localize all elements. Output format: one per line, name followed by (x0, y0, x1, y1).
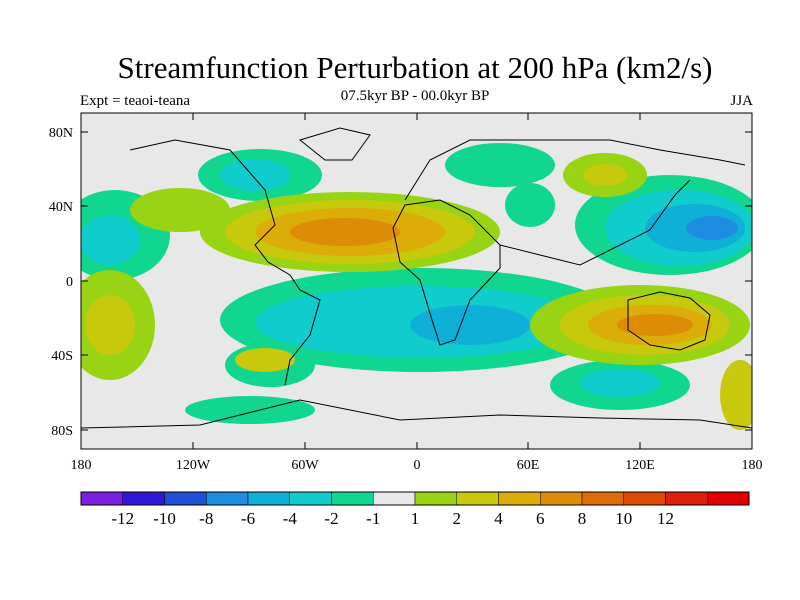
colorbar-label: -10 (153, 509, 176, 528)
colorbar-swatch (289, 491, 332, 506)
colorbar-label: 6 (536, 509, 545, 528)
anomaly-atlantic-core (290, 218, 400, 246)
colorbar: -12 -10 -8 -6 -4 -2 -1 1 2 4 6 8 10 12 (80, 491, 750, 528)
colorbar-swatch (80, 491, 123, 506)
anomaly-siberia-core (583, 164, 627, 186)
colorbar-swatch (164, 491, 207, 506)
colorbar-swatch (498, 491, 541, 506)
anomaly-southern-ocean (185, 396, 315, 424)
lon-label: 60E (517, 458, 540, 473)
colorbar-swatch (623, 491, 666, 506)
coastline-americas (129, 139, 321, 386)
colorbar-label: -4 (283, 509, 298, 528)
lon-label: 180 (71, 458, 92, 473)
anomaly-south-pacific-w-core (85, 295, 135, 355)
coastline-asia-south (499, 179, 691, 266)
axis-ticks (80, 113, 753, 449)
anomaly-asia-pacific-core (686, 216, 738, 240)
coastline-eurasia-north (404, 139, 746, 201)
colorbar-swatch (456, 491, 499, 506)
colorbar-label: 8 (578, 509, 587, 528)
colorbar-swatch (206, 491, 249, 506)
colorbar-label: 1 (411, 509, 420, 528)
colorbar-label: -8 (199, 509, 213, 528)
colorbar-swatch (581, 491, 624, 506)
coastline-greenland (298, 127, 371, 161)
coastline-antarctica (81, 399, 752, 429)
colorbar-frame (80, 491, 750, 506)
lon-label: 60W (291, 458, 319, 473)
colorbar-swatch (122, 491, 165, 506)
anomaly-australia-core (617, 314, 693, 336)
coastline-africa (392, 199, 501, 346)
lat-label: 0 (66, 275, 73, 290)
season-label: JJA (730, 93, 753, 109)
colorbar-swatch (665, 491, 708, 506)
anomaly-north-pacific (130, 188, 230, 232)
colorbar-label: 2 (453, 509, 462, 528)
colorbar-label: 10 (615, 509, 632, 528)
colorbar-label: -1 (366, 509, 380, 528)
anomaly-se-pacific-core (235, 348, 295, 372)
anomaly-south-belt-core (410, 305, 530, 345)
anomaly-pacific-ne-core (81, 215, 140, 265)
coastline-australia (627, 291, 711, 351)
colorbar-swatch (707, 491, 750, 506)
lat-label: 40S (51, 349, 73, 364)
colorbar-label: 4 (494, 509, 503, 528)
colorbar-label: -6 (241, 509, 255, 528)
colorbar-label: 12 (657, 509, 674, 528)
lon-label: 120E (625, 458, 655, 473)
colorbar-swatch (331, 491, 374, 506)
anomaly-south-indian-core (580, 369, 660, 397)
anomaly-arctic-na-core (220, 159, 290, 191)
lon-label: 120W (176, 458, 211, 473)
anomaly-southeast-edge (720, 360, 752, 430)
colorbar-swatch (373, 491, 416, 506)
period-label: 07.5kyr BP - 00.0kyr BP (340, 88, 490, 104)
lon-label: 0 (414, 458, 421, 473)
lat-label: 80S (51, 424, 73, 439)
colorbar-label: -12 (111, 509, 134, 528)
lat-label: 80N (49, 126, 73, 141)
lon-label: 180 (742, 458, 763, 473)
colorbar-swatch (247, 491, 290, 506)
chart-title: Streamfunction Perturbation at 200 hPa (… (117, 50, 713, 85)
coastlines (81, 127, 752, 429)
experiment-label: Expt = teaoi-teana (80, 93, 191, 109)
colorbar-label: -2 (324, 509, 338, 528)
colorbar-swatch (540, 491, 583, 506)
anomaly-caspian (505, 183, 555, 227)
lat-label: 40N (49, 200, 73, 215)
field-layer (81, 113, 752, 449)
colorbar-swatch (414, 491, 457, 506)
anomaly-eurasia-n (445, 143, 555, 187)
